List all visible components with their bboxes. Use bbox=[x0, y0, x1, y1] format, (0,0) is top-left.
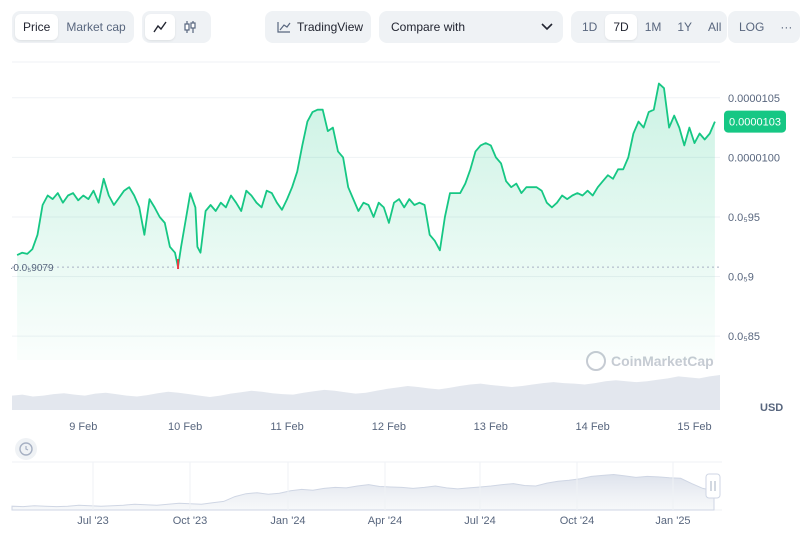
x-tick-label: 14 Feb bbox=[576, 421, 610, 433]
x-axis: 9 Feb 10 Feb 11 Feb 12 Feb 13 Feb 14 Feb 15 Fe… bbox=[69, 421, 711, 433]
current-price-badge bbox=[724, 110, 786, 133]
log-more-group: LOG ··· bbox=[728, 11, 800, 43]
chart-toolbar: Price Market cap TradingView Compare wit… bbox=[12, 11, 800, 43]
current-price-label: 0.0000103 bbox=[729, 117, 781, 129]
price-line bbox=[16, 82, 716, 268]
navigator-tick-label: Apr '24 bbox=[368, 515, 403, 527]
clock-hands bbox=[25, 446, 29, 451]
price-chart-area: CoinMarketCap ·0.0₅9079 0.0000105 0.00001… bbox=[0, 50, 800, 533]
range-7d[interactable]: 7D bbox=[605, 14, 637, 40]
navigator-tick-label: Jul '23 bbox=[77, 515, 108, 527]
price-area-fill bbox=[17, 83, 715, 360]
navigator-tick-label: Jan '24 bbox=[270, 515, 305, 527]
navigator-tick-label: Jul '24 bbox=[464, 515, 495, 527]
y-tick-label: 0.0000105 bbox=[728, 93, 780, 105]
compare-with-dropdown[interactable]: Compare with bbox=[379, 11, 563, 43]
price-chart[interactable]: CoinMarketCap ·0.0₅9079 0.00001050.00001… bbox=[0, 50, 800, 533]
price-marketcap-toggle: Price Market cap bbox=[12, 11, 134, 43]
line-chart-button[interactable] bbox=[145, 14, 175, 40]
currency-unit-label: USD bbox=[760, 402, 783, 414]
range-1m[interactable]: 1M bbox=[644, 20, 662, 34]
price-area bbox=[16, 82, 716, 360]
market-cap-tab[interactable]: Market cap bbox=[66, 20, 126, 34]
compare-label: Compare with bbox=[391, 20, 466, 34]
range-1d[interactable]: 1D bbox=[582, 20, 598, 34]
x-tick-label: 13 Feb bbox=[474, 421, 508, 433]
navigator-handle[interactable] bbox=[705, 473, 721, 499]
range-selector: 1D 7D 1M 1Y All bbox=[571, 11, 727, 43]
line-chart-icon bbox=[153, 21, 167, 33]
clock-icon bbox=[19, 442, 33, 456]
y-tick-label: 0.0₅85 bbox=[728, 331, 760, 343]
price-tab[interactable]: Price bbox=[15, 14, 59, 40]
x-tick-label: 9 Feb bbox=[69, 421, 97, 433]
y-tick-label: 0.0₅95 bbox=[728, 212, 760, 224]
navigator[interactable]: Jul '23 Oct '23 Jan '24 Apr '24 Jul '24 Oct '… bbox=[11, 438, 722, 527]
range-1y[interactable]: 1Y bbox=[677, 20, 693, 34]
x-tick-label: 10 Feb bbox=[168, 421, 202, 433]
navigator-tick-label: Jan '25 bbox=[655, 515, 690, 527]
low-marker: ·0.0₅9079 bbox=[10, 259, 720, 274]
navigator-series bbox=[11, 473, 715, 511]
range-all[interactable]: All bbox=[708, 20, 722, 34]
tradingview-button[interactable]: TradingView bbox=[265, 11, 371, 43]
y-tick-label: 0.0000100 bbox=[728, 152, 780, 164]
x-tick-label: 11 Feb bbox=[270, 421, 303, 433]
candlestick-button[interactable] bbox=[175, 14, 205, 40]
volume-area bbox=[12, 374, 720, 410]
x-tick-label: 15 Feb bbox=[677, 421, 711, 433]
x-tick-label: 12 Feb bbox=[372, 421, 406, 433]
chevron-down-icon bbox=[541, 23, 553, 31]
y-axis: 0.0000105 0.0000100 0.0₅95 0.0₅9 0.0₅85 0.000… bbox=[724, 93, 786, 414]
navigator-tick-label: Oct '23 bbox=[173, 515, 208, 527]
more-options-button[interactable]: ··· bbox=[780, 20, 793, 34]
candlestick-icon bbox=[184, 21, 196, 33]
navigator-tick-label: Oct '24 bbox=[560, 515, 595, 527]
y-tick-label: 0.0₅9 bbox=[728, 272, 754, 284]
tradingview-icon bbox=[277, 22, 291, 33]
volume-bars bbox=[12, 374, 720, 410]
low-price-label: ·0.0₅9079 bbox=[10, 263, 54, 274]
tradingview-label: TradingView bbox=[297, 20, 364, 34]
log-scale-button[interactable]: LOG bbox=[739, 20, 765, 34]
chart-type-toggle bbox=[142, 11, 211, 43]
